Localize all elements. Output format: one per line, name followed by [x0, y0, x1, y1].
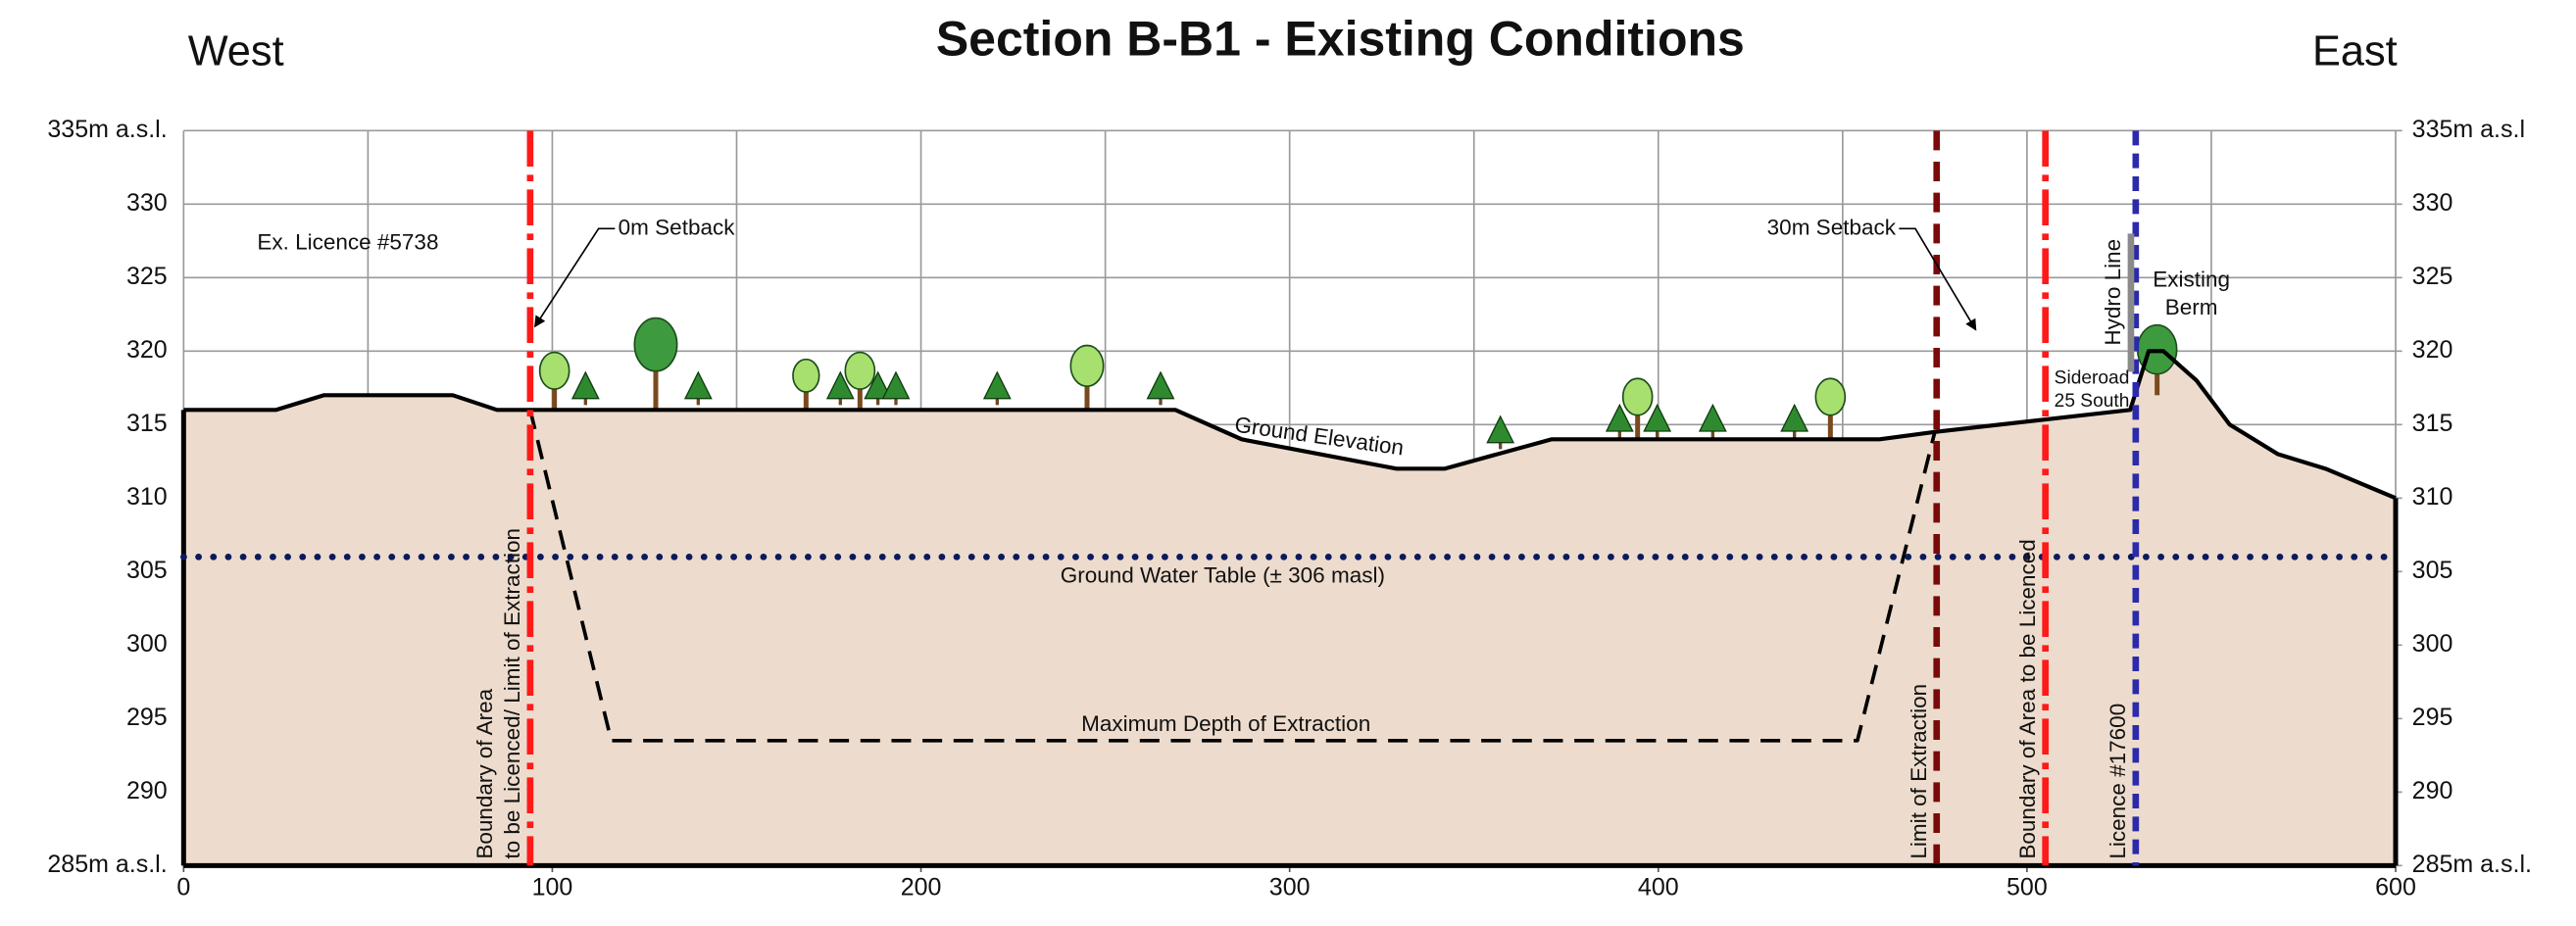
conifer — [1698, 403, 1727, 432]
berm-label: Existing — [2153, 268, 2230, 292]
setback-0-label: 0m Setback — [619, 215, 736, 239]
tree-trunk — [803, 388, 809, 412]
tree-crown — [633, 317, 678, 372]
tree-trunk — [857, 385, 863, 412]
x-tick-label: 0 — [176, 873, 190, 901]
y2-tick-label: 335m a.s.l — [2412, 116, 2525, 143]
x-tick-label: 600 — [2375, 873, 2416, 901]
tree-crown — [1621, 377, 1654, 416]
hydro-label: Hydro Line — [2101, 239, 2125, 346]
tree-trunk — [1710, 431, 1714, 438]
tree-trunk — [1159, 398, 1163, 406]
y-tick-label: 330 — [126, 189, 168, 217]
series-label: Maximum Depth of Extraction — [1081, 711, 1370, 736]
conifer — [1486, 414, 1515, 444]
conifer — [881, 370, 911, 400]
tree-crown — [792, 358, 820, 393]
ground-area — [183, 351, 2397, 866]
boundary-label: Boundary of Area to be Licenced — [2015, 539, 2040, 858]
y2-tick-label: 285m a.s.l. — [2412, 851, 2532, 878]
marks — [179, 130, 2400, 868]
boundary-label: to be Licenced/ Limit of Extraction — [500, 528, 524, 859]
series-line — [528, 409, 1937, 743]
tree-trunk — [696, 398, 700, 406]
west-label: West — [188, 27, 284, 74]
setback-30-arrow — [1899, 227, 1977, 331]
tree-crown — [1069, 344, 1105, 388]
conifer — [570, 370, 600, 400]
y2-tick-label: 305 — [2412, 557, 2453, 584]
x-tick-label: 500 — [2006, 873, 2048, 901]
y2-tick-label: 320 — [2412, 336, 2453, 364]
tree-trunk — [552, 385, 558, 409]
tree-trunk — [995, 398, 999, 406]
boundary-label: Licence #17600 — [2105, 704, 2130, 859]
y2-tick-label: 310 — [2412, 483, 2453, 511]
series-line — [183, 349, 2397, 501]
tree-trunk — [876, 398, 880, 406]
conifer — [982, 370, 1012, 400]
y2-tick-label: 330 — [2412, 189, 2453, 217]
boundary-label: Boundary of Area — [472, 688, 497, 858]
x-tick-label: 400 — [1638, 873, 1679, 901]
tree-trunk — [1499, 442, 1503, 450]
y2-tick-label: 325 — [2412, 263, 2453, 290]
sideroad-label: Sideroad — [2055, 368, 2130, 389]
tree-trunk — [1617, 431, 1621, 438]
tree-trunk — [1793, 431, 1797, 438]
sideroad-label: 25 South — [2055, 391, 2130, 412]
y2-tick-label: 315 — [2412, 410, 2453, 437]
y-tick-label: 320 — [126, 336, 168, 364]
boundary-label: Limit of Extraction — [1907, 684, 1931, 859]
conifer — [1780, 403, 1809, 432]
berm-label: Berm — [2165, 295, 2218, 319]
conifer — [825, 370, 855, 400]
y2-tick-label: 290 — [2412, 777, 2453, 804]
y2-tick-label: 295 — [2412, 704, 2453, 731]
y2-tick-label: 300 — [2412, 630, 2453, 658]
y-tick-label: 300 — [126, 630, 168, 658]
conifer — [1643, 403, 1672, 432]
setback-30-label: 30m Setback — [1767, 215, 1897, 239]
east-label: East — [2312, 27, 2398, 74]
ex-licence-label: Ex. Licence #5738 — [257, 229, 438, 254]
conifer — [1605, 403, 1634, 432]
conifer — [683, 370, 713, 400]
y-tick-label: 325 — [126, 263, 168, 290]
x-tick-label: 200 — [901, 873, 942, 901]
area-layer — [183, 351, 2397, 866]
y-tick-label: 310 — [126, 483, 168, 511]
y-tick-label: 315 — [126, 410, 168, 437]
tree-trunk — [894, 398, 898, 406]
y-tick-label: 305 — [126, 557, 168, 584]
y-tick-label: 295 — [126, 704, 168, 731]
tree-crown — [1814, 377, 1847, 416]
tree-trunk — [653, 366, 659, 409]
series-label: Ground Water Table (± 306 masl) — [1061, 562, 1385, 587]
tree-trunk — [1827, 412, 1833, 438]
tree-crown — [844, 351, 876, 390]
x-tick-label: 100 — [532, 873, 573, 901]
tree-trunk — [1084, 382, 1090, 409]
y-tick-label: 290 — [126, 777, 168, 804]
tree-trunk — [1656, 431, 1660, 438]
tree-trunk — [2155, 368, 2160, 396]
tree-trunk — [838, 398, 842, 406]
tree-trunk — [583, 398, 587, 406]
tree-trunk — [1635, 412, 1641, 438]
conifer — [1146, 370, 1175, 400]
conifer — [864, 370, 893, 400]
y-tick-label: 285m a.s.l. — [47, 851, 167, 878]
chart-title: Section B-B1 - Existing Conditions — [936, 12, 1745, 67]
tree-crown — [538, 351, 570, 390]
x-tick-label: 300 — [1269, 873, 1311, 901]
setback-0-arrow — [533, 227, 616, 328]
y-tick-label: 335m a.s.l. — [47, 116, 167, 143]
